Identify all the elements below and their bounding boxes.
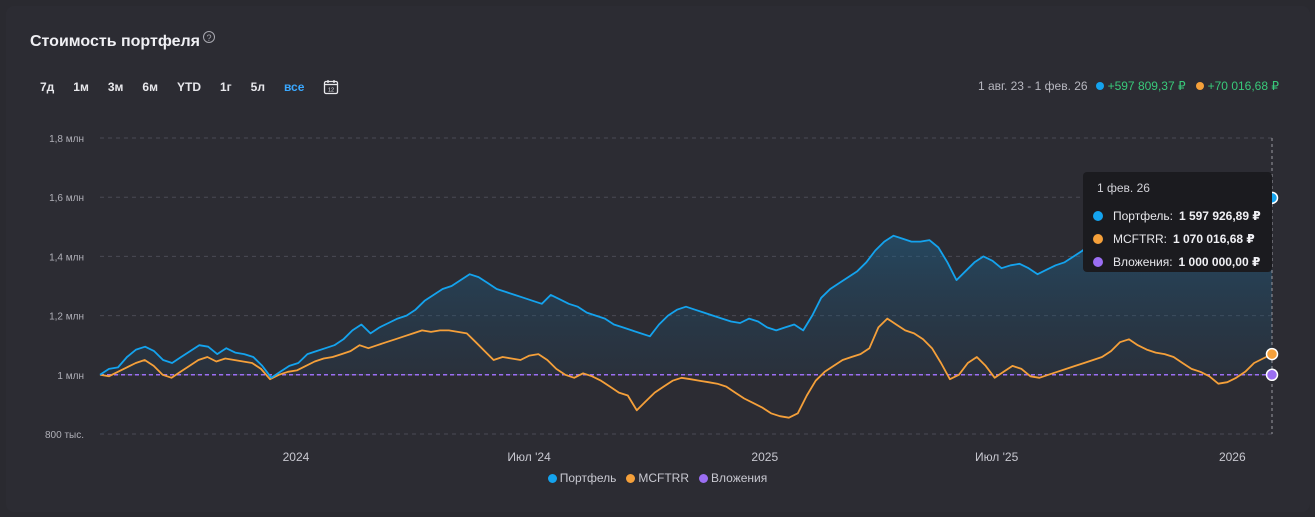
page-title: Стоимость портфеля bbox=[30, 33, 201, 50]
period-1m[interactable]: 1м bbox=[73, 80, 89, 94]
legend-item-mcftrr[interactable]: MCFTRR bbox=[626, 471, 689, 485]
series-line-mcftrr bbox=[99, 317, 1273, 419]
period-summary: 1 авг. 23 - 1 фев. 26 +597 809,37 ₽ +70 … bbox=[978, 79, 1279, 93]
investments-dot-icon bbox=[1093, 257, 1103, 267]
y-tick-label: 1,4 млн bbox=[49, 252, 84, 263]
mcftrr-end-point bbox=[1265, 347, 1279, 361]
legend-label: MCFTRR bbox=[638, 471, 690, 485]
period-5y[interactable]: 5л bbox=[250, 80, 265, 94]
period-7d[interactable]: 7д bbox=[40, 80, 55, 94]
portfolio-gain: +597 809,37 ₽ bbox=[1107, 79, 1186, 93]
mcftrr-dot-icon bbox=[626, 473, 636, 483]
tooltip-row-mcftrr: MCFTRR: 1 070 016,68 ₽ bbox=[1093, 232, 1255, 246]
legend-label: Вложения bbox=[711, 471, 768, 485]
legend-item-portfolio[interactable]: Портфель bbox=[547, 471, 617, 485]
tooltip-value: 1 070 016,68 ₽ bbox=[1173, 232, 1255, 246]
tooltip-row-portfolio: Портфель: 1 597 926,89 ₽ bbox=[1093, 209, 1261, 223]
series-line-portfolio bbox=[99, 196, 1273, 379]
tooltip-date: 1 фев. 26 bbox=[1097, 181, 1150, 195]
tooltip-label: Портфель: bbox=[1113, 209, 1173, 223]
x-tick-label: Июл '24 bbox=[507, 450, 551, 464]
title-row: Стоимость портфеля ? bbox=[30, 31, 216, 51]
mcftrr-dot-icon bbox=[1093, 234, 1103, 244]
chart-legend: Портфель MCFTRR Вложения bbox=[0, 471, 1315, 485]
calendar-icon[interactable]: 12 bbox=[323, 79, 339, 95]
help-icon[interactable]: ? bbox=[203, 31, 216, 43]
tooltip-label: MCFTRR: bbox=[1113, 232, 1167, 246]
tooltip-row-investments: Вложения: 1 000 000,00 ₽ bbox=[1093, 255, 1260, 269]
svg-text:12: 12 bbox=[328, 88, 334, 94]
x-tick-label: Июл '25 bbox=[975, 450, 1019, 464]
x-tick-label: 2024 bbox=[283, 450, 310, 464]
x-tick-label: 2025 bbox=[751, 450, 778, 464]
period-3m[interactable]: 3м bbox=[107, 80, 124, 94]
tooltip-label: Вложения: bbox=[1113, 255, 1173, 269]
x-tick-label: 2026 bbox=[1219, 450, 1246, 464]
portfolio-dot-icon bbox=[547, 473, 557, 483]
portfolio-dot-icon bbox=[1095, 82, 1104, 90]
investments-end-point bbox=[1265, 368, 1279, 382]
period-6m[interactable]: 6м bbox=[142, 80, 158, 94]
investments-dot-icon bbox=[699, 473, 709, 483]
y-tick-label: 1,2 млн bbox=[49, 312, 84, 323]
mcftrr-gain: +70 016,68 ₽ bbox=[1207, 79, 1279, 93]
legend-label: Портфель bbox=[559, 471, 617, 485]
portfolio-area bbox=[100, 197, 1272, 378]
y-tick-label: 1 млн bbox=[57, 371, 84, 382]
y-tick-label: 1,8 млн bbox=[49, 134, 84, 145]
period-1y[interactable]: 1г bbox=[219, 80, 232, 94]
portfolio-dot-icon bbox=[1093, 211, 1103, 221]
period-all[interactable]: все bbox=[283, 80, 305, 94]
mcftrr-dot-icon bbox=[1195, 82, 1204, 90]
period-selector: 7д 1м 3м 6м YTD 1г 5л все 12 bbox=[40, 79, 339, 95]
tooltip-value: 1 000 000,00 ₽ bbox=[1178, 255, 1261, 269]
period-ytd[interactable]: YTD bbox=[176, 80, 201, 94]
tooltip-value: 1 597 926,89 ₽ bbox=[1178, 209, 1261, 223]
y-tick-label: 1,6 млн bbox=[49, 193, 84, 204]
date-range: 1 авг. 23 - 1 фев. 26 bbox=[977, 79, 1088, 93]
legend-item-investments[interactable]: Вложения bbox=[699, 471, 767, 485]
y-tick-label: 800 тыс. bbox=[45, 430, 84, 441]
chart-tooltip: 1 фев. 26 Портфель: 1 597 926,89 ₽ MCFTR… bbox=[1083, 172, 1272, 272]
